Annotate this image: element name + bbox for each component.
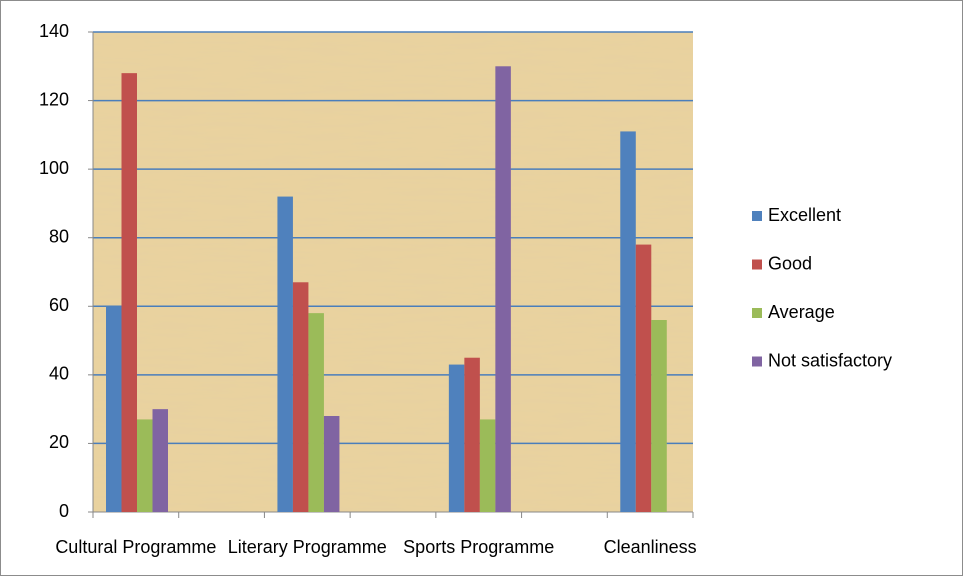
bar [448, 364, 465, 512]
y-tick-label: 0 [59, 501, 69, 521]
bar [308, 313, 324, 512]
bar [137, 419, 153, 512]
x-tick-label: Cleanliness [604, 537, 697, 557]
legend-swatch [752, 356, 762, 367]
legend-swatch [752, 211, 762, 221]
legend-swatch [752, 308, 762, 318]
bar [464, 357, 480, 512]
y-tick-label: 120 [39, 89, 69, 109]
bar [479, 419, 496, 512]
bar [152, 409, 168, 512]
legend-label: Good [768, 253, 812, 273]
bar [277, 196, 293, 513]
bar [651, 320, 667, 512]
legend-label: Average [768, 302, 835, 322]
y-tick-label: 20 [49, 432, 69, 452]
y-tick-label: 100 [39, 158, 69, 178]
bar [620, 131, 636, 512]
bar [292, 282, 309, 512]
bar [323, 416, 340, 512]
bar [121, 73, 137, 513]
y-tick-label: 40 [49, 364, 69, 384]
legend-swatch [752, 259, 762, 270]
y-tick-label: 60 [49, 295, 69, 315]
x-tick-label: Literary Programme [228, 537, 387, 557]
x-tick-label: Sports Programme [403, 537, 554, 557]
legend-label: Excellent [768, 205, 841, 225]
bar [495, 66, 511, 513]
bar [635, 244, 652, 513]
x-tick-label: Cultural Programme [55, 537, 216, 557]
bar [106, 306, 122, 512]
legend-label: Not satisfactory [768, 350, 892, 370]
y-tick-label: 140 [39, 21, 69, 41]
y-tick-label: 80 [49, 226, 69, 246]
plot-area [93, 32, 693, 512]
plot-background [93, 32, 693, 512]
